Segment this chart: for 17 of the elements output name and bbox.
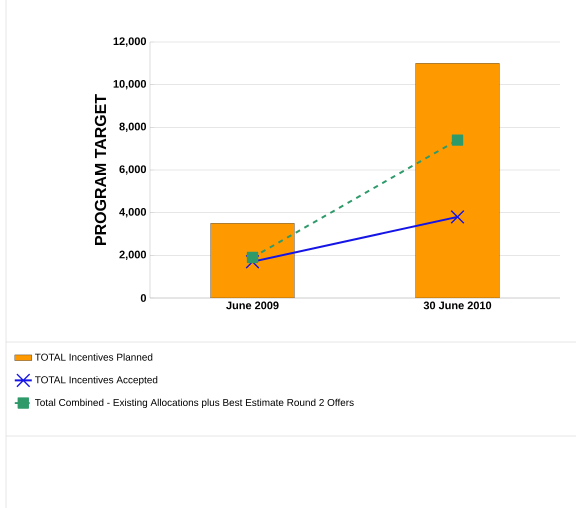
- point: [452, 134, 464, 146]
- legend-label: TOTAL Incentives Planned: [35, 353, 152, 361]
- point: [245, 254, 260, 269]
- legend-label: Total Combined - Existing Allocations plus Best Estimate Round 2 Offers: [35, 398, 354, 408]
- y-tick-label: 6,000: [119, 165, 146, 175]
- legend-label: TOTAL Incentives Accepted: [35, 376, 158, 386]
- x-tick-label: 30 June 2010: [424, 302, 492, 310]
- y-axis-title: PROGRAM TARGET: [94, 94, 106, 245]
- y-tick-label: 10,000: [114, 80, 146, 90]
- point: [450, 210, 465, 224]
- y-tick-label: 0: [140, 294, 146, 302]
- point: [246, 252, 258, 264]
- y-tick-label: 8,000: [119, 122, 146, 132]
- y-tick-label: 4,000: [119, 208, 146, 218]
- y-tick-label: 2,000: [119, 250, 146, 260]
- x-tick-label: June 2009: [226, 302, 279, 310]
- y-tick-label: 12,000: [114, 37, 146, 47]
